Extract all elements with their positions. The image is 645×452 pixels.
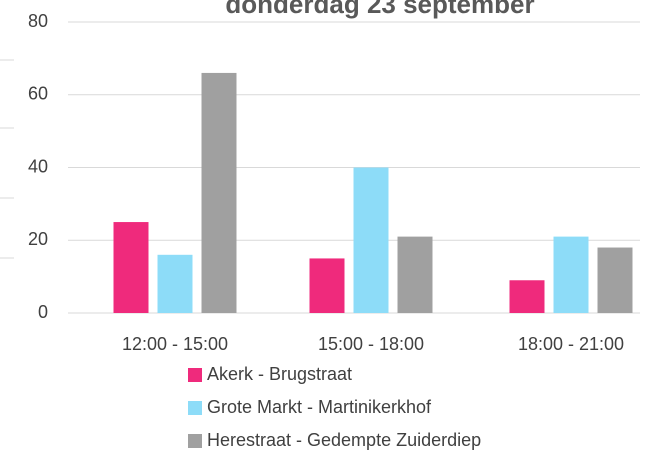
legend-swatch bbox=[188, 401, 202, 415]
left-decoration bbox=[0, 59, 14, 259]
x-tick-label: 18:00 - 21:00 bbox=[518, 334, 624, 354]
x-tick-label: 15:00 - 18:00 bbox=[318, 334, 424, 354]
bar bbox=[157, 254, 193, 313]
y-tick-label: 60 bbox=[28, 84, 48, 104]
bar bbox=[553, 236, 589, 313]
legend-label: Akerk - Brugstraat bbox=[207, 364, 352, 384]
bar bbox=[397, 236, 433, 313]
legend-swatch bbox=[188, 368, 202, 382]
bar bbox=[309, 258, 345, 313]
y-tick-label: 20 bbox=[28, 229, 48, 249]
bar bbox=[509, 280, 545, 313]
bar bbox=[597, 247, 633, 313]
bar bbox=[201, 72, 237, 313]
legend-swatch bbox=[188, 434, 202, 448]
x-tick-label: 12:00 - 15:00 bbox=[122, 334, 228, 354]
chart-title: donderdag 23 september bbox=[225, 0, 534, 19]
legend-label: Herestraat - Gedempte Zuiderdiep bbox=[207, 430, 481, 450]
bar bbox=[113, 222, 149, 313]
legend-label: Grote Markt - Martinikerkhof bbox=[207, 397, 432, 417]
y-tick-label: 80 bbox=[28, 11, 48, 31]
y-tick-label: 40 bbox=[28, 156, 48, 176]
y-tick-label: 0 bbox=[38, 302, 48, 322]
bar bbox=[353, 167, 389, 313]
